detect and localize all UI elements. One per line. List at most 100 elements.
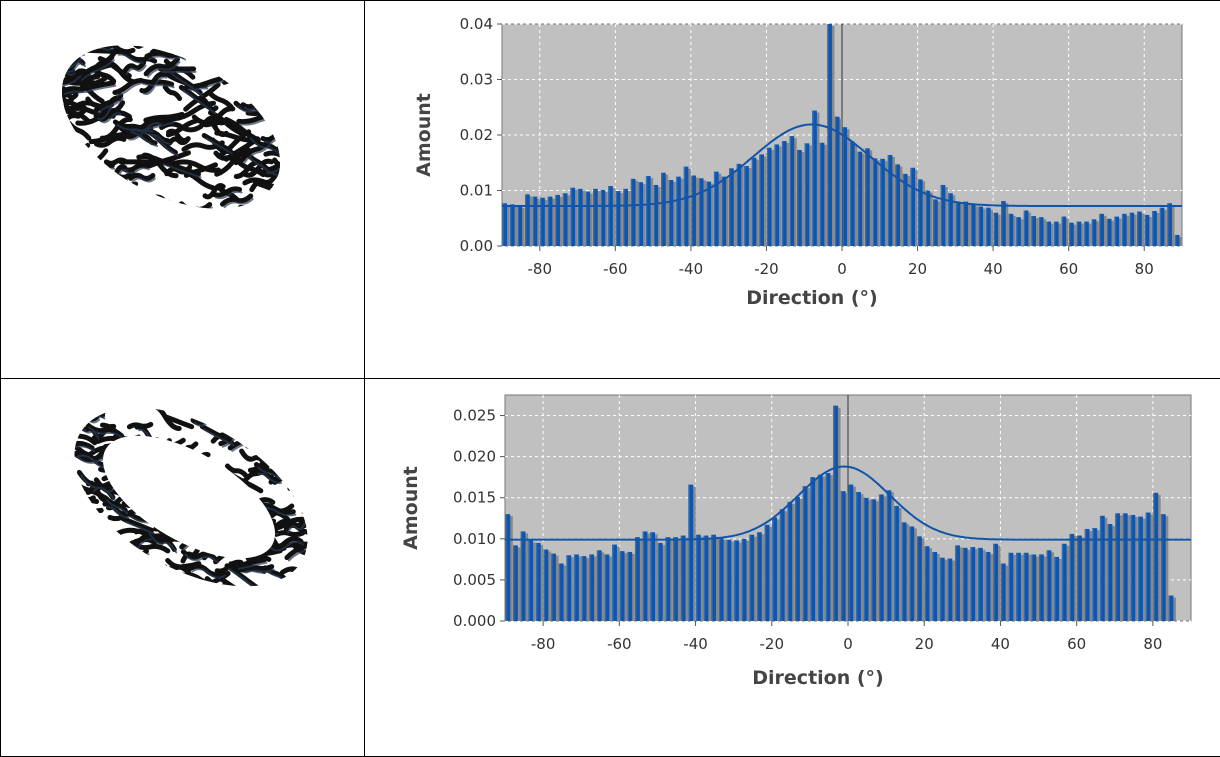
bar-highlight <box>826 473 827 621</box>
bar-highlight <box>993 213 994 246</box>
bar-highlight <box>1152 211 1153 246</box>
bar-highlight <box>1153 493 1154 621</box>
bar-highlight <box>956 202 957 246</box>
texture-stroke <box>52 172 73 189</box>
texture-stroke <box>112 15 145 33</box>
bar-highlight <box>963 548 964 621</box>
bar-highlight <box>993 544 994 621</box>
texture-stroke <box>67 202 90 203</box>
texture-stroke <box>241 604 270 606</box>
texture-stroke <box>270 112 288 117</box>
texture-stroke <box>158 36 193 44</box>
bar-highlight <box>873 158 874 246</box>
bar-highlight <box>1024 553 1025 621</box>
texture-stroke <box>299 134 314 145</box>
bar-highlight <box>1145 215 1146 246</box>
bar-highlight <box>910 168 911 246</box>
bar-highlight <box>714 172 715 246</box>
texture-stroke <box>113 225 137 241</box>
bar-highlight <box>818 475 819 621</box>
texture-stroke <box>83 216 111 221</box>
texture-stroke <box>293 184 323 192</box>
bar-highlight <box>856 492 857 621</box>
y-tick-label: 0.010 <box>453 530 496 548</box>
bar-highlight <box>502 203 503 246</box>
patterned-oval-image <box>1 1 364 378</box>
bar-highlight <box>1061 217 1062 246</box>
texture-stroke <box>257 225 280 228</box>
texture-stroke <box>59 52 82 57</box>
bar-highlight <box>563 193 564 246</box>
texture-stroke <box>267 201 305 211</box>
texture-stroke <box>74 175 106 184</box>
bar-highlight <box>782 141 783 246</box>
bar-highlight <box>521 531 522 621</box>
bar-highlight <box>653 185 654 246</box>
bar-highlight <box>570 188 571 246</box>
texture-stroke <box>115 228 139 244</box>
texture-stroke <box>176 583 201 586</box>
texture-stroke <box>101 184 136 203</box>
bar-highlight <box>787 502 788 621</box>
texture-stroke <box>90 166 112 168</box>
texture-stroke <box>74 164 103 186</box>
y-tick-label: 0.01 <box>460 182 493 200</box>
bar-highlight <box>665 537 666 621</box>
texture-stroke <box>217 64 236 69</box>
texture-stroke <box>335 604 357 606</box>
bar-highlight <box>1016 553 1017 621</box>
bar-highlight <box>941 185 942 246</box>
bar-highlight <box>1122 214 1123 246</box>
bar-highlight <box>1115 513 1116 621</box>
texture-stroke <box>292 119 313 125</box>
texture-stroke <box>210 38 230 47</box>
bar-highlight <box>681 536 682 621</box>
bar-highlight <box>1001 201 1002 246</box>
texture-stroke <box>59 108 85 109</box>
x-tick-label: -80 <box>528 260 553 278</box>
texture-stroke <box>294 113 319 119</box>
texture-stroke <box>66 215 87 227</box>
texture-stroke <box>112 206 147 228</box>
texture-stroke <box>147 53 181 57</box>
texture-stroke <box>298 189 328 211</box>
image-cell <box>1 379 365 757</box>
x-tick-label: 40 <box>991 635 1010 653</box>
bar-highlight <box>888 155 889 246</box>
texture-stroke <box>304 176 337 188</box>
bar-highlight <box>835 117 836 246</box>
bar-highlight <box>986 208 987 246</box>
bar-highlight <box>635 537 636 621</box>
bar-highlight <box>812 111 813 246</box>
bar-highlight <box>1046 222 1047 246</box>
texture-stroke <box>50 169 71 186</box>
texture-stroke <box>240 207 280 214</box>
bar-highlight <box>559 563 560 621</box>
bar-highlight <box>955 545 956 621</box>
bar-highlight <box>525 194 526 246</box>
bar-highlight <box>638 182 639 246</box>
x-tick-label: 40 <box>984 260 1003 278</box>
bar-highlight <box>1100 516 1101 621</box>
bar-highlight <box>608 186 609 246</box>
texture-stroke <box>80 35 111 47</box>
y-axis-title: Amount <box>400 466 422 550</box>
texture-stroke <box>133 211 155 227</box>
bar-highlight <box>582 556 583 621</box>
bar-highlight <box>1001 563 1002 621</box>
texture-stroke <box>52 225 72 239</box>
texture-stroke <box>280 168 298 180</box>
texture-stroke <box>73 179 104 182</box>
bar-highlight <box>631 179 632 246</box>
y-axis: 0.000.010.020.030.04 <box>460 15 502 255</box>
texture-stroke <box>270 74 286 87</box>
texture-stroke <box>110 202 136 205</box>
texture-stroke <box>213 44 229 57</box>
texture-stroke <box>45 140 68 149</box>
texture-stroke <box>105 32 122 42</box>
texture-stroke <box>276 192 304 213</box>
bar-highlight <box>505 514 506 621</box>
bar-highlight <box>749 535 750 621</box>
x-tick-label: -40 <box>679 260 704 278</box>
